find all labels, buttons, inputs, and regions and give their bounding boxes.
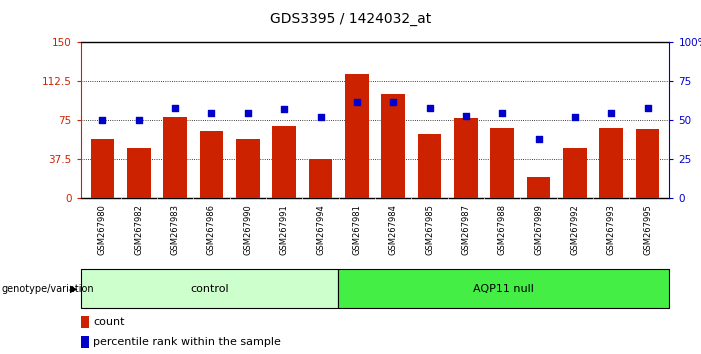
Bar (636, 129, 660, 198)
Point (278, 107, 290, 112)
FancyBboxPatch shape (81, 269, 338, 308)
Text: GSM267980: GSM267980 (98, 204, 107, 255)
Text: GSM267994: GSM267994 (316, 204, 325, 255)
Point (533, 136, 544, 142)
Text: genotype/variation: genotype/variation (1, 284, 94, 293)
Point (351, 99, 362, 104)
Bar (599, 128, 623, 198)
Text: GSM267985: GSM267985 (425, 204, 434, 255)
Bar (454, 118, 477, 198)
Text: GSM267983: GSM267983 (170, 204, 179, 255)
Bar (345, 74, 369, 198)
Text: GSM267989: GSM267989 (534, 204, 543, 255)
Bar (491, 128, 514, 198)
Bar (163, 117, 187, 198)
Point (170, 105, 181, 111)
Point (388, 99, 399, 104)
Bar (526, 177, 550, 198)
Point (606, 110, 617, 115)
Point (424, 105, 435, 111)
Bar (418, 134, 442, 198)
Text: control: control (190, 284, 229, 293)
Text: count: count (93, 317, 124, 327)
Point (243, 110, 254, 115)
Point (642, 105, 653, 111)
Bar (81, 337, 90, 348)
Text: GSM267990: GSM267990 (243, 204, 252, 255)
Text: GSM267984: GSM267984 (389, 204, 397, 255)
Text: GDS3395 / 1424032_at: GDS3395 / 1424032_at (270, 12, 431, 27)
Bar (127, 148, 151, 198)
Text: ▶: ▶ (69, 284, 77, 293)
Bar (200, 131, 224, 198)
Bar (308, 159, 332, 198)
Text: GSM267987: GSM267987 (461, 204, 470, 255)
Text: AQP11 null: AQP11 null (473, 284, 534, 293)
Point (206, 110, 217, 115)
Point (315, 114, 326, 120)
Point (569, 114, 580, 120)
FancyBboxPatch shape (338, 269, 669, 308)
Bar (563, 148, 587, 198)
Text: GSM267991: GSM267991 (280, 204, 289, 255)
Text: GSM267995: GSM267995 (643, 204, 652, 255)
Point (97, 118, 108, 123)
Bar (90, 139, 114, 198)
Text: GSM267982: GSM267982 (135, 204, 143, 255)
Point (461, 113, 472, 119)
Bar (273, 126, 296, 198)
Text: percentile rank within the sample: percentile rank within the sample (93, 337, 281, 347)
Text: GSM267986: GSM267986 (207, 204, 216, 255)
Text: GSM267988: GSM267988 (498, 204, 507, 255)
Text: GSM267992: GSM267992 (571, 204, 580, 255)
Bar (81, 316, 90, 327)
Text: GSM267993: GSM267993 (607, 204, 615, 255)
Point (496, 110, 508, 115)
Text: GSM267981: GSM267981 (353, 204, 361, 255)
Point (133, 118, 144, 123)
Bar (236, 139, 259, 198)
Bar (381, 95, 405, 198)
